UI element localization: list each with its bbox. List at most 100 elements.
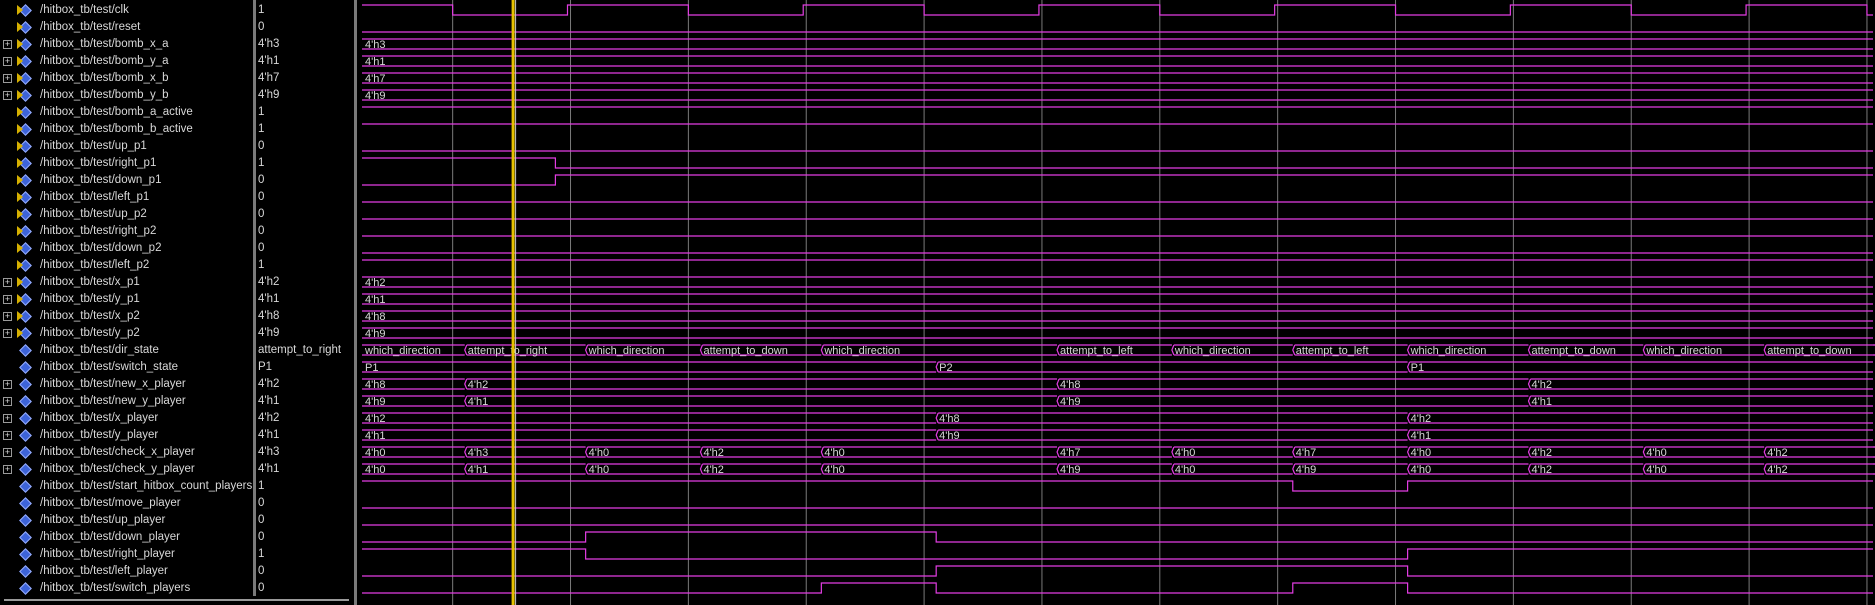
expand-toggle-icon[interactable]: + [3, 311, 12, 321]
pane-divider[interactable] [354, 0, 358, 605]
expand-toggle-icon[interactable]: + [3, 328, 12, 338]
signal-row[interactable]: /hitbox_tb/test/left_p1 [0, 189, 252, 206]
expand-toggle-icon[interactable]: + [3, 39, 12, 49]
signal-value: 4'h1 [258, 463, 280, 475]
signal-row[interactable]: /hitbox_tb/test/down_p1 [0, 172, 252, 189]
signal-row[interactable]: /hitbox_tb/test/reset [0, 19, 252, 36]
waveform-trace[interactable]: P1 P2 P1 [362, 361, 1873, 374]
signal-row[interactable]: /hitbox_tb/test/left_p2 [0, 257, 252, 274]
signal-row[interactable]: /hitbox_tb/test/up_p2 [0, 206, 252, 223]
waveform-pane[interactable]: 4'h3 4'h1 4'h7 4'h9 4'h2 4'h1 4'h8 4'h9 which_di… [357, 0, 1875, 605]
expand-toggle-icon[interactable]: + [3, 464, 12, 474]
signal-row[interactable]: /hitbox_tb/test/down_p2 [0, 240, 252, 257]
expand-toggle-icon[interactable]: + [3, 277, 12, 287]
waveform-trace[interactable] [362, 4, 1873, 16]
waveform-trace[interactable]: 4'h8 4'h2 4'h8 4'h2 [362, 378, 1873, 391]
signal-row[interactable]: + /hitbox_tb/test/y_player [0, 427, 252, 444]
time-cursor[interactable] [511, 0, 515, 605]
expand-toggle-icon[interactable]: + [3, 413, 12, 423]
signal-row[interactable]: /hitbox_tb/test/right_player [0, 546, 252, 563]
bus-segment: which_direction [1171, 344, 1293, 357]
waveform-trace[interactable]: 4'h7 [362, 72, 1873, 85]
bus-value-label: 4'h3 [365, 39, 385, 51]
bus-segment: 4'h3 [362, 38, 1873, 51]
signal-row[interactable]: /hitbox_tb/test/switch_players [0, 580, 252, 597]
signal-name: /hitbox_tb/test/right_player [40, 548, 175, 560]
expand-toggle-icon[interactable]: + [3, 294, 12, 304]
bus-transition [1292, 463, 1296, 475]
expand-toggle-icon[interactable]: + [3, 56, 12, 66]
signal-row[interactable]: + /hitbox_tb/test/check_y_player [0, 461, 252, 478]
waveform-trace[interactable]: which_direction attempt_to_right which_dir… [362, 344, 1875, 357]
expand-toggle-icon[interactable]: + [3, 396, 12, 406]
expand-toggle-icon[interactable]: + [3, 447, 12, 457]
waveform-trace[interactable]: 4'h9 [362, 327, 1873, 340]
port-arrow-icon [17, 243, 23, 253]
waveform-trace[interactable] [362, 174, 1873, 186]
waveform-trace[interactable]: 4'h0 4'h1 4'h0 4'h2 4'h0 4'h9 4'h0 4'h9 4'h0 4'h2… [362, 463, 1875, 476]
signal-name: /hitbox_tb/test/move_player [40, 497, 181, 509]
bus-value-label: 4'h2 [1531, 447, 1551, 459]
expand-toggle-icon[interactable]: + [3, 430, 12, 440]
signal-row[interactable]: + /hitbox_tb/test/bomb_y_a [0, 53, 252, 70]
signal-row[interactable]: + /hitbox_tb/test/x_p2 [0, 308, 252, 325]
bus-segment: 4'h0 [1171, 446, 1293, 459]
waveform-trace[interactable] [362, 548, 1873, 560]
signal-row[interactable]: /hitbox_tb/test/bomb_b_active [0, 121, 252, 138]
signal-row[interactable]: + /hitbox_tb/test/x_player [0, 410, 252, 427]
bus-segment: P2 [935, 361, 1408, 374]
horizontal-scrollbar[interactable] [0, 596, 354, 605]
signal-row[interactable]: + /hitbox_tb/test/new_x_player [0, 376, 252, 393]
waveform-trace[interactable] [362, 531, 1873, 543]
bus-segment: 4'h0 [362, 446, 465, 459]
waveform-trace[interactable]: 4'h9 [362, 89, 1873, 102]
signal-row[interactable]: /hitbox_tb/test/up_player [0, 512, 252, 529]
signal-row[interactable]: /hitbox_tb/test/right_p2 [0, 223, 252, 240]
waveform-trace[interactable]: 4'h3 [362, 38, 1873, 51]
scrollbar-track[interactable] [4, 599, 349, 601]
signal-name: /hitbox_tb/test/new_x_player [40, 378, 186, 390]
waveform-trace[interactable]: 4'h0 4'h3 4'h0 4'h2 4'h0 4'h7 4'h0 4'h7 4'h0 4'h2… [362, 446, 1875, 459]
signal-row[interactable]: + /hitbox_tb/test/new_y_player [0, 393, 252, 410]
expand-toggle-icon[interactable]: + [3, 73, 12, 83]
signal-row[interactable]: + /hitbox_tb/test/y_p2 [0, 325, 252, 342]
waveform-trace[interactable]: 4'h1 [362, 293, 1873, 306]
signal-row[interactable]: + /hitbox_tb/test/bomb_y_b [0, 87, 252, 104]
signal-row[interactable]: + /hitbox_tb/test/bomb_x_a [0, 36, 252, 53]
signal-row[interactable]: + /hitbox_tb/test/bomb_x_b [0, 70, 252, 87]
pane-divider[interactable] [253, 0, 257, 605]
waveform-trace[interactable] [362, 565, 1873, 577]
diamond-icon [19, 429, 32, 442]
signal-row[interactable]: /hitbox_tb/test/up_p1 [0, 138, 252, 155]
waveform-trace[interactable]: 4'h8 [362, 310, 1873, 323]
waveform-trace[interactable]: 4'h2 4'h8 4'h2 [362, 412, 1873, 425]
signal-row[interactable]: /hitbox_tb/test/bomb_a_active [0, 104, 252, 121]
expand-toggle-icon[interactable]: + [3, 90, 12, 100]
signal-row[interactable]: + /hitbox_tb/test/y_p1 [0, 291, 252, 308]
waveform-trace[interactable]: 4'h1 [362, 55, 1873, 68]
waveform-trace[interactable]: 4'h2 [362, 276, 1873, 289]
signal-row[interactable]: + /hitbox_tb/test/x_p1 [0, 274, 252, 291]
signal-row[interactable]: /hitbox_tb/test/switch_state [0, 359, 252, 376]
waveform-trace[interactable]: 4'h1 4'h9 4'h1 [362, 429, 1873, 442]
waveform-trace[interactable] [362, 582, 1873, 594]
expand-toggle-icon[interactable]: + [3, 379, 12, 389]
bus-value-label: which_direction [1410, 345, 1487, 357]
signal-name: /hitbox_tb/test/clk [40, 4, 129, 16]
signal-row[interactable]: + /hitbox_tb/test/check_x_player [0, 444, 252, 461]
waveform-trace[interactable]: 4'h9 4'h1 4'h9 4'h1 [362, 395, 1873, 408]
signal-row[interactable]: /hitbox_tb/test/clk [0, 2, 252, 19]
signal-row[interactable]: /hitbox_tb/test/left_player [0, 563, 252, 580]
signal-row[interactable]: /hitbox_tb/test/start_hitbox_count_playe… [0, 478, 252, 495]
signal-row[interactable]: /hitbox_tb/test/right_p1 [0, 155, 252, 172]
signal-name: /hitbox_tb/test/bomb_b_active [40, 123, 193, 135]
bus-segment: 4'h9 [1056, 463, 1172, 476]
waveform-trace[interactable] [362, 480, 1873, 492]
waveform-trace[interactable] [362, 157, 1873, 169]
bus-value-label: 4'h0 [589, 447, 609, 459]
signal-row[interactable]: /hitbox_tb/test/down_player [0, 529, 252, 546]
signal-row[interactable]: /hitbox_tb/test/dir_state [0, 342, 252, 359]
signal-row[interactable]: /hitbox_tb/test/move_player [0, 495, 252, 512]
bus-value-label: 4'h9 [365, 90, 385, 102]
bus-transition [584, 344, 589, 356]
